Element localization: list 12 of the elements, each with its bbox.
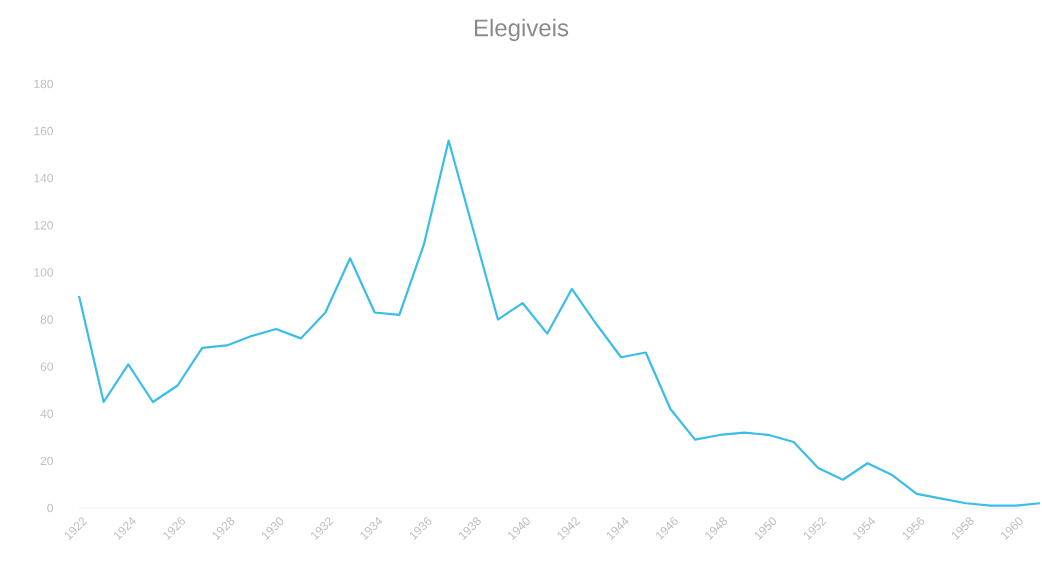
- y-tick-label: 20: [40, 456, 54, 466]
- y-tick-label: 40: [40, 409, 54, 418]
- line-series: [77, 139, 1042, 507]
- y-tick-label: 0: [47, 503, 54, 513]
- chart-title: Elegiveis: [474, 18, 569, 42]
- y-tick-label: 100: [34, 268, 54, 277]
- y-tick-label: 140: [34, 173, 54, 183]
- y-tick-label: 180: [34, 79, 54, 89]
- y-tick-label: 120: [34, 221, 54, 230]
- y-tick-label: 80: [40, 315, 54, 324]
- y-tick-label: 60: [40, 362, 54, 371]
- y-tick-label: 160: [34, 126, 54, 136]
